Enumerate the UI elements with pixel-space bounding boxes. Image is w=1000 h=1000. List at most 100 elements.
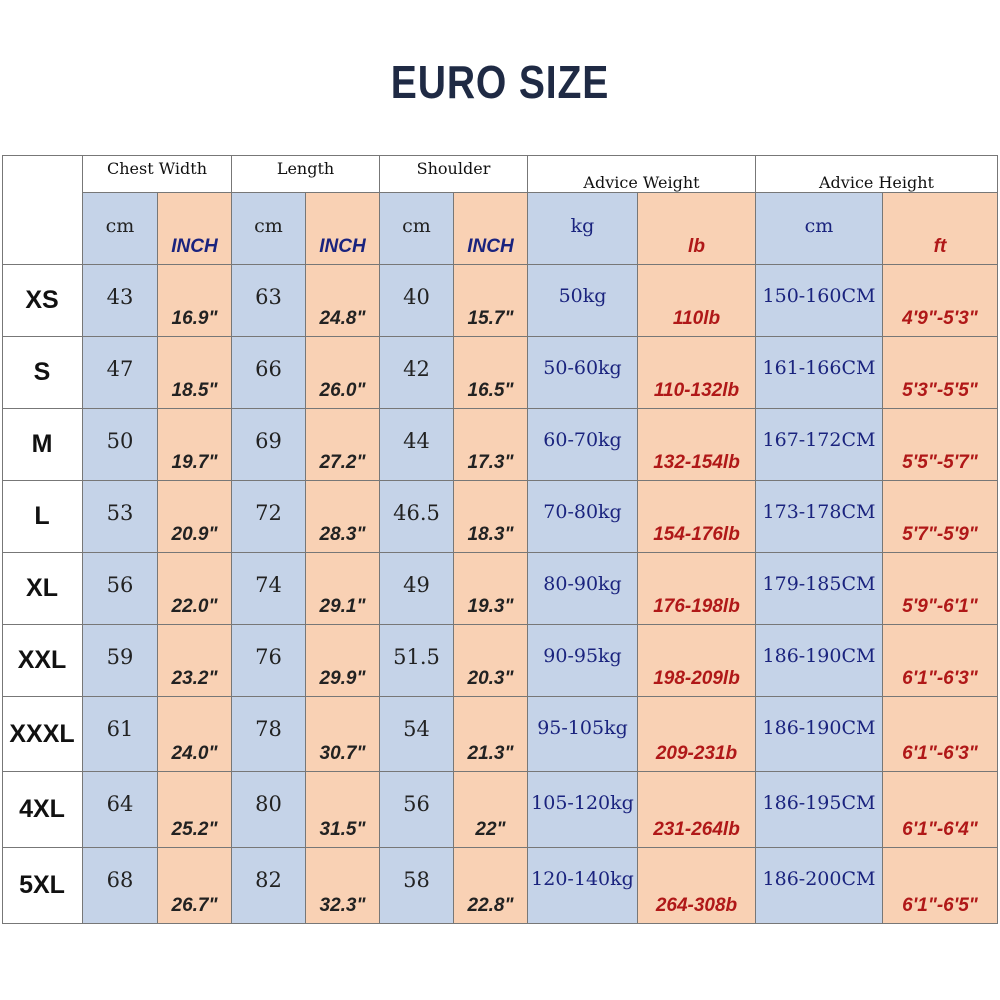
value-cell: 72	[232, 481, 306, 553]
unit-header-text: INCH	[171, 236, 218, 257]
value-cell-text: 179-185CM	[762, 573, 876, 595]
unit-header-text: cm	[254, 215, 283, 237]
value-cell-text: 49	[403, 573, 430, 597]
value-cell-text: 68	[106, 868, 134, 892]
converted-cell-text: 18.3"	[467, 524, 514, 545]
value-cell: 150-160CM	[756, 265, 883, 337]
value-cell: 70-80kg	[528, 481, 638, 553]
unit-header: cm	[756, 193, 883, 265]
converted-cell: 26.7"	[158, 848, 232, 924]
converted-cell: 29.9"	[306, 625, 380, 697]
converted-cell-text: 32.3"	[319, 895, 366, 916]
value-cell-text: 58	[403, 868, 430, 892]
value-cell-text: 42	[403, 357, 430, 381]
value-cell: 50	[83, 409, 158, 481]
value-cell-text: 78	[255, 717, 282, 741]
value-cell: 74	[232, 553, 306, 625]
converted-cell-text: 23.2"	[171, 668, 218, 689]
group-header: Length	[232, 155, 380, 193]
value-cell-text: 47	[106, 357, 134, 381]
converted-cell: 22"	[454, 772, 528, 848]
value-cell: 173-178CM	[756, 481, 883, 553]
value-cell-text: 105-120kg	[531, 792, 634, 814]
size-label: XL	[2, 553, 83, 625]
value-cell: 46.5	[380, 481, 454, 553]
converted-cell: 154-176lb	[638, 481, 756, 553]
value-cell: 49	[380, 553, 454, 625]
size-label-text: 4XL	[19, 795, 65, 823]
value-cell-text: 186-190CM	[762, 645, 876, 667]
converted-cell: 26.0"	[306, 337, 380, 409]
converted-cell-text: 110lb	[672, 308, 721, 329]
size-label-text: XL	[26, 574, 58, 602]
unit-header-text: cm	[804, 215, 834, 237]
converted-cell-text: 6'1"-6'5"	[902, 895, 978, 916]
value-cell-text: 120-140kg	[531, 868, 634, 890]
converted-cell-text: 16.5"	[467, 380, 514, 401]
converted-cell: 4'9"-5'3"	[883, 265, 998, 337]
converted-cell-text: 154-176lb	[653, 524, 740, 545]
value-cell: 82	[232, 848, 306, 924]
value-cell-text: 50	[106, 429, 134, 453]
value-cell-text: 186-195CM	[762, 792, 876, 814]
converted-cell-text: 24.0"	[171, 743, 218, 764]
unit-header-text: INCH	[319, 236, 366, 257]
converted-cell: 110-132lb	[638, 337, 756, 409]
converted-cell: 6'1"-6'3"	[883, 697, 998, 772]
size-label-text: XXXL	[9, 719, 75, 748]
value-cell: 161-166CM	[756, 337, 883, 409]
converted-cell: 18.3"	[454, 481, 528, 553]
converted-cell-text: 15.7"	[467, 308, 514, 329]
unit-header: INCH	[454, 193, 528, 265]
converted-cell-text: 29.9"	[319, 668, 366, 689]
converted-cell-text: 176-198lb	[653, 596, 740, 617]
converted-cell-text: 20.3"	[467, 668, 514, 689]
value-cell-text: 46.5	[393, 501, 440, 525]
converted-cell-text: 20.9"	[171, 524, 218, 545]
value-cell: 78	[232, 697, 306, 772]
value-cell-text: 50kg	[558, 285, 607, 307]
unit-header: lb	[638, 193, 756, 265]
size-label: XS	[2, 265, 83, 337]
converted-cell: 22.8"	[454, 848, 528, 924]
converted-cell: 17.3"	[454, 409, 528, 481]
converted-cell: 20.3"	[454, 625, 528, 697]
value-cell-text: 74	[255, 573, 282, 597]
converted-cell-text: 22.0"	[171, 596, 218, 617]
group-header: Chest Width	[83, 155, 232, 193]
value-cell: 44	[380, 409, 454, 481]
value-cell-text: 150-160CM	[762, 285, 876, 307]
converted-cell: 110lb	[638, 265, 756, 337]
size-label: 4XL	[2, 772, 83, 848]
converted-cell: 25.2"	[158, 772, 232, 848]
value-cell: 40	[380, 265, 454, 337]
converted-cell-text: 5'5"-5'7"	[902, 452, 978, 473]
value-cell: 50kg	[528, 265, 638, 337]
value-cell: 66	[232, 337, 306, 409]
unit-header-text: INCH	[467, 236, 514, 257]
unit-header: ft	[883, 193, 998, 265]
converted-cell: 6'1"-6'5"	[883, 848, 998, 924]
value-cell: 80	[232, 772, 306, 848]
value-cell: 167-172CM	[756, 409, 883, 481]
value-cell: 54	[380, 697, 454, 772]
converted-cell: 31.5"	[306, 772, 380, 848]
value-cell: 53	[83, 481, 158, 553]
converted-cell: 6'1"-6'3"	[883, 625, 998, 697]
converted-cell-text: 4'9"-5'3"	[902, 308, 978, 329]
value-cell-text: 40	[403, 285, 430, 309]
converted-cell: 30.7"	[306, 697, 380, 772]
converted-cell: 16.5"	[454, 337, 528, 409]
converted-cell-text: 6'1"-6'3"	[902, 743, 978, 764]
value-cell: 50-60kg	[528, 337, 638, 409]
size-label: M	[2, 409, 83, 481]
converted-cell: 209-231b	[638, 697, 756, 772]
converted-cell-text: 21.3"	[467, 743, 514, 764]
converted-cell: 198-209lb	[638, 625, 756, 697]
value-cell: 51.5	[380, 625, 454, 697]
converted-cell-text: 28.3"	[319, 524, 366, 545]
value-cell: 80-90kg	[528, 553, 638, 625]
converted-cell-text: 25.2"	[171, 819, 218, 840]
converted-cell: 132-154lb	[638, 409, 756, 481]
